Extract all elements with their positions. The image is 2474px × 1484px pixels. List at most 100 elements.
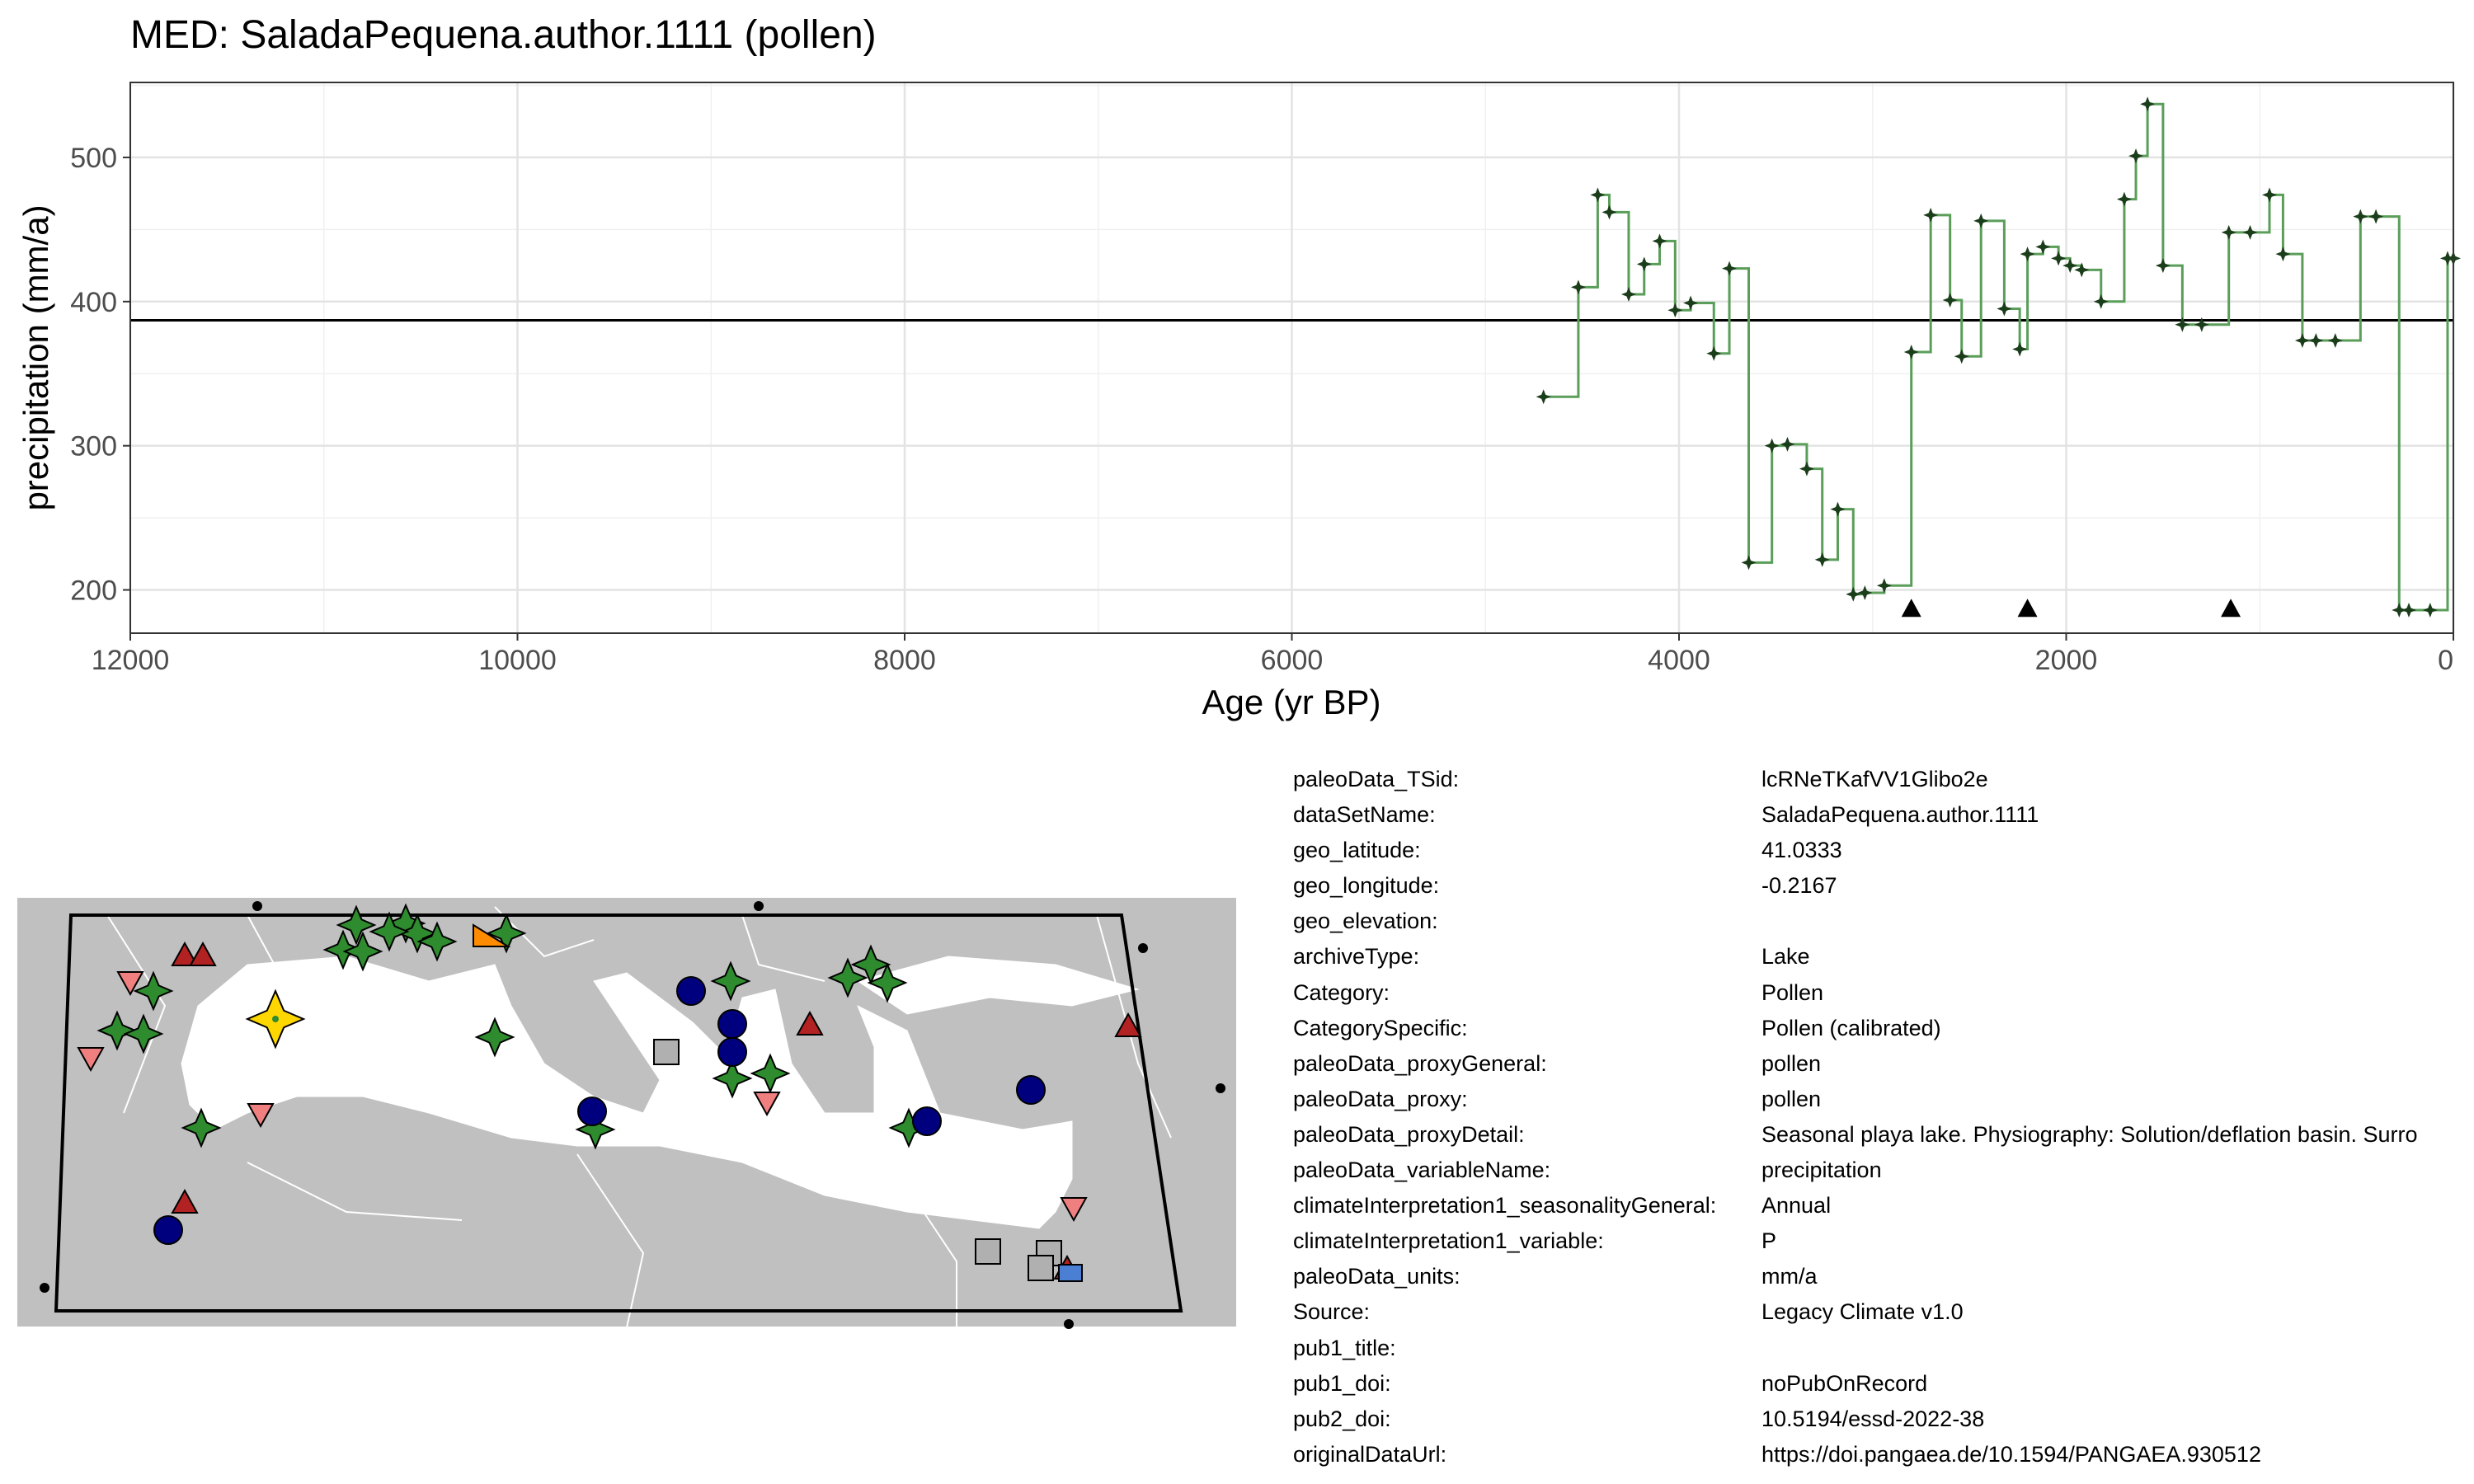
metadata-value: Seasonal playa lake. Physiography: Solut… [1761, 1121, 2418, 1147]
metadata-key: paleoData_proxyDetail: [1293, 1121, 1525, 1147]
y-tick-label: 300 [70, 431, 117, 463]
metadata-row: paleoData_proxyGeneral: pollen [1293, 1046, 2474, 1082]
metadata-value: Lake [1761, 944, 1810, 970]
x-axis-label: Age (yr BP) [1202, 683, 1380, 721]
x-tick-label: 0 [2438, 645, 2453, 676]
site-triangle-up [189, 941, 217, 966]
data-point [2368, 209, 2384, 224]
metadata-value: pollen [1761, 1086, 1822, 1111]
data-point [1706, 345, 1722, 361]
metadata-value: precipitation [1761, 1158, 1882, 1183]
metadata-key: pub2_doi: [1293, 1406, 1391, 1431]
data-point [1942, 293, 1958, 308]
data-point [1997, 301, 2012, 317]
site-square [653, 1039, 680, 1065]
data-point [2242, 224, 2258, 240]
site-triangle-down [116, 971, 144, 997]
chart: MED: SaladaPequena.author.1111 (pollen) … [16, 13, 2461, 721]
data-point [1780, 436, 1795, 452]
site-symbols [77, 903, 1142, 1282]
data-point [2128, 148, 2144, 164]
site-star [322, 929, 364, 970]
data-point [2221, 224, 2236, 240]
x-tick-label: 10000 [478, 645, 557, 676]
x-tick-label: 4000 [1648, 645, 1710, 676]
site-star [416, 921, 458, 962]
site-star [181, 1107, 222, 1148]
site-triangle-up [171, 941, 199, 966]
metadata-key: geo_elevation: [1293, 909, 1438, 934]
marker-layer [1901, 599, 2241, 618]
data-point [1536, 389, 1551, 405]
x-tick-label: 6000 [1261, 645, 1324, 676]
data-point [2327, 333, 2343, 349]
metadata-row: paleoData_variableName: precipitation [1293, 1153, 2474, 1188]
site-square [975, 1238, 1001, 1265]
metadata-row: climateInterpretation1_seasonalityGenera… [1293, 1188, 2474, 1223]
site-triangle-up [1114, 1012, 1142, 1037]
metadata-row: originalDataUrl: https://doi.pangaea.de/1… [1293, 1437, 2474, 1472]
metadata-row: pub2_doi: 10.5194/essd-2022-38 [1293, 1402, 2474, 1437]
metadata-row: geo_longitude: -0.2167 [1293, 868, 2474, 904]
site-star [96, 1010, 138, 1051]
site-square [1028, 1255, 1054, 1281]
boundary-dots [40, 901, 1225, 1329]
ticks: 12000 10000 8000 6000 4000 2000 0 200 300 400 500 [70, 143, 2454, 676]
site-circle [717, 1037, 747, 1067]
data-point [1652, 233, 1667, 249]
metadata-key: paleoData_units: [1293, 1264, 1460, 1289]
site-star [486, 913, 527, 954]
metadata-row: geo_latitude: 41.0333 [1293, 833, 2474, 868]
points-layer [1536, 96, 2461, 618]
metadata-value: Legacy Climate v1.0 [1761, 1299, 1964, 1325]
metadata-value: Pollen (calibrated) [1761, 1015, 1941, 1040]
highlighted-site-center [272, 1016, 279, 1022]
metadata-row: Category: Pollen [1293, 975, 2474, 1011]
metadata-key: paleoData_proxyGeneral: [1293, 1050, 1547, 1076]
data-point [1570, 279, 1586, 295]
site-triangle-down [1060, 1197, 1088, 1223]
metadata-key: originalDataUrl: [1293, 1441, 1447, 1467]
metadata-value: mm/a [1761, 1264, 1818, 1289]
metadata-key: paleoData_TSid: [1293, 767, 1460, 791]
site-triangle-up [796, 1010, 824, 1036]
data-point [2308, 333, 2324, 349]
site-triangle-up [171, 1188, 199, 1214]
metadata-value: Annual [1761, 1193, 1832, 1219]
site-circle [1016, 1075, 1046, 1105]
data-point [2035, 239, 2051, 255]
site-star [867, 962, 908, 1003]
metadata-value: 41.0333 [1761, 838, 1842, 863]
site-star [397, 913, 438, 954]
data-point [2093, 294, 2109, 309]
metadata-table: paleoData_TSid: lcRNeTKafVV1Glibo2e dataSe… [1293, 762, 2474, 1472]
site-circle [717, 1009, 747, 1039]
metadata-value: Pollen [1761, 979, 1824, 1005]
site-circle [912, 1106, 942, 1136]
site-star [575, 1109, 616, 1150]
site-circle [577, 1097, 607, 1126]
site-star [710, 960, 751, 1002]
data-point [2140, 96, 2156, 112]
chart-title: MED: SaladaPequena.author.1111 (pollen) [130, 13, 877, 57]
data-point [1722, 261, 1738, 276]
metadata-key: climateInterpretation1_seasonalityGenera… [1293, 1193, 1717, 1219]
metadata-row: archiveType: Lake [1293, 939, 2474, 974]
mediterranean-sea [181, 956, 1140, 1229]
metadata-value: https://doi.pangaea.de/10.1594/PANGAEA.9… [1761, 1441, 2261, 1467]
data-point [1876, 578, 1892, 594]
metadata-key: geo_latitude: [1293, 838, 1421, 863]
site-triangle-down [753, 1092, 781, 1117]
metadata-row: climateInterpretation1_variable: P [1293, 1223, 2474, 1259]
metadata-row: paleoData_proxyDetail: Seasonal playa lak… [1293, 1117, 2474, 1153]
y-tick-label: 200 [70, 575, 117, 607]
metadata-value: 10.5194/essd-2022-38 [1761, 1406, 1985, 1431]
metadata-value: SaladaPequena.author.1111 [1761, 802, 2039, 828]
metadata-key: paleoData_variableName: [1293, 1158, 1551, 1183]
data-point [2062, 258, 2078, 274]
metadata-row: paleoData_TSid: lcRNeTKafVV1Glibo2e [1293, 762, 2474, 797]
data-point [1954, 349, 1969, 364]
metadata-key: Category: [1293, 979, 1390, 1005]
data-point [1602, 204, 1617, 220]
metadata-row: pub1_doi: noPubOnRecord [1293, 1366, 2474, 1402]
